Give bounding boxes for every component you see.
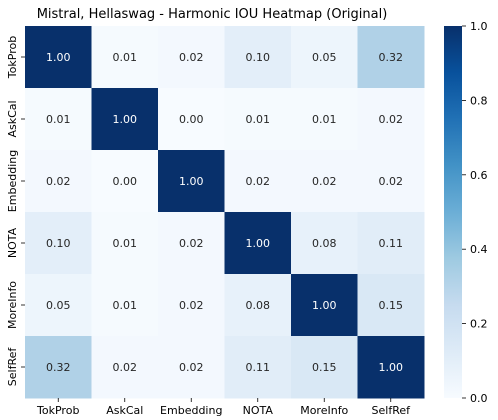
column-label-AskCal: AskCal <box>106 404 143 417</box>
cell-value-label: 0.05 <box>312 51 337 64</box>
cell-value-label: 0.02 <box>179 361 204 374</box>
heatmap-cell-AskCal-SelfRef <box>357 88 425 151</box>
heatmap-cell-MoreInfo-AskCal <box>91 274 159 337</box>
cell-value-label: 1.00 <box>179 175 204 188</box>
heatmap-cell-NOTA-SelfRef <box>357 212 425 275</box>
colorbar: 0.0 0.2 0.4 0.6 0.8 1.0 <box>444 20 488 405</box>
heatmap-cell-TokProb-NOTA <box>224 26 292 89</box>
heatmap-cell-Embedding-TokProb <box>25 150 92 213</box>
row-label-MoreInfo: MoreInfo <box>6 281 19 329</box>
heatmap-cell-TokProb-MoreInfo <box>291 26 358 89</box>
heatmap-cell-AskCal-AskCal <box>91 88 159 151</box>
row-labels: TokProb AskCal Embedding NOTA MoreInfo SelfRe… <box>6 36 25 386</box>
cell-value-label: 0.02 <box>246 175 271 188</box>
cell-value-label: 0.10 <box>46 237 71 250</box>
row-label-AskCal: AskCal <box>6 100 19 137</box>
cell-value-label: 0.01 <box>113 237 138 250</box>
heatmap-cell-TokProb-TokProb <box>25 26 92 89</box>
cell-value-label: 1.00 <box>113 113 138 126</box>
heatmap-cell-TokProb-SelfRef <box>357 26 425 89</box>
cell-value-label: 0.15 <box>312 361 337 374</box>
row-label-Embedding: Embedding <box>6 150 19 212</box>
cell-value-label: 0.32 <box>46 361 71 374</box>
column-label-MoreInfo: MoreInfo <box>300 404 348 417</box>
colorbar-tick-label: 0.0 <box>470 392 488 405</box>
cell-value-label: 0.02 <box>179 237 204 250</box>
heatmap-cell-Embedding-Embedding <box>158 150 225 213</box>
heatmap-cell-NOTA-TokProb <box>25 212 92 275</box>
cell-value-label: 0.05 <box>46 299 71 312</box>
cell-value-label: 0.01 <box>113 299 138 312</box>
chart-title: Mistral, Hellaswag - Harmonic IOU Heatma… <box>37 7 388 22</box>
colorbar-tick-label: 0.2 <box>470 318 488 331</box>
colorbar-gradient <box>444 26 462 398</box>
heatmap-cell-NOTA-NOTA <box>224 212 292 275</box>
heatmap-cell-MoreInfo-NOTA <box>224 274 292 337</box>
heatmap-cell-MoreInfo-Embedding <box>158 274 225 337</box>
cell-value-label: 0.00 <box>179 113 204 126</box>
column-label-Embedding: Embedding <box>160 404 222 417</box>
heatmap-cell-SelfRef-TokProb <box>25 336 92 399</box>
colorbar-tick-label: 0.6 <box>470 169 488 182</box>
heatmap-cell-NOTA-AskCal <box>91 212 159 275</box>
cell-value-label: 0.11 <box>246 361 271 374</box>
heatmap-cell-AskCal-TokProb <box>25 88 92 151</box>
cell-value-label: 0.01 <box>113 51 138 64</box>
heatmap-cell-Embedding-AskCal <box>91 150 159 213</box>
heatmap-cell-MoreInfo-MoreInfo <box>291 274 358 337</box>
heatmap-cell-Embedding-MoreInfo <box>291 150 358 213</box>
row-label-NOTA: NOTA <box>6 227 19 258</box>
cell-value-label: 0.15 <box>379 299 404 312</box>
heatmap-cell-SelfRef-MoreInfo <box>291 336 358 399</box>
heatmap-cell-NOTA-MoreInfo <box>291 212 358 275</box>
cell-value-label: 0.00 <box>113 175 138 188</box>
heatmap-cell-Embedding-NOTA <box>224 150 292 213</box>
heatmap-cell-AskCal-NOTA <box>224 88 292 151</box>
cell-value-label: 1.00 <box>46 51 71 64</box>
cell-value-label: 0.32 <box>379 51 404 64</box>
cell-value-label: 0.02 <box>179 51 204 64</box>
column-label-NOTA: NOTA <box>243 404 274 417</box>
cell-value-label: 0.02 <box>312 175 337 188</box>
heatmap-cells: 1.00 0.01 0.02 0.10 0.05 0.32 0.01 1.00 0.00 0.01… <box>25 26 425 399</box>
cell-value-label: 0.08 <box>312 237 337 250</box>
row-label-TokProb: TokProb <box>6 36 19 79</box>
heatmap-cell-AskCal-MoreInfo <box>291 88 358 151</box>
row-label-SelfRef: SelfRef <box>6 347 19 387</box>
cell-value-label: 0.02 <box>379 113 404 126</box>
cell-value-label: 1.00 <box>379 361 404 374</box>
cell-value-label: 0.01 <box>312 113 337 126</box>
cell-value-label: 0.11 <box>379 237 404 250</box>
column-label-SelfRef: SelfRef <box>372 404 412 417</box>
heatmap-cell-NOTA-Embedding <box>158 212 225 275</box>
colorbar-tick-label: 1.0 <box>470 20 488 33</box>
cell-value-label: 0.02 <box>179 299 204 312</box>
heatmap-cell-SelfRef-AskCal <box>91 336 159 399</box>
heatmap-cell-AskCal-Embedding <box>158 88 225 151</box>
cell-value-label: 0.01 <box>246 113 271 126</box>
column-labels: TokProb AskCal Embedding NOTA MoreInfo SelfRe… <box>36 398 411 417</box>
cell-value-label: 1.00 <box>246 237 271 250</box>
heatmap-cell-TokProb-Embedding <box>158 26 225 89</box>
heatmap-cell-MoreInfo-SelfRef <box>357 274 425 337</box>
cell-value-label: 1.00 <box>312 299 337 312</box>
colorbar-tick-label: 0.4 <box>470 243 488 256</box>
heatmap-cell-SelfRef-SelfRef <box>357 336 425 399</box>
heatmap-cell-Embedding-SelfRef <box>357 150 425 213</box>
heatmap-cell-MoreInfo-TokProb <box>25 274 92 337</box>
cell-value-label: 0.10 <box>246 51 271 64</box>
colorbar-tick-label: 0.8 <box>470 94 488 107</box>
cell-value-label: 0.02 <box>46 175 71 188</box>
cell-value-label: 0.08 <box>246 299 271 312</box>
heatmap-cell-TokProb-AskCal <box>91 26 159 89</box>
cell-value-label: 0.02 <box>113 361 138 374</box>
heatmap-cell-SelfRef-NOTA <box>224 336 292 399</box>
column-label-TokProb: TokProb <box>36 404 79 417</box>
heatmap-cell-SelfRef-Embedding <box>158 336 225 399</box>
cell-value-label: 0.01 <box>46 113 71 126</box>
cell-value-label: 0.02 <box>379 175 404 188</box>
